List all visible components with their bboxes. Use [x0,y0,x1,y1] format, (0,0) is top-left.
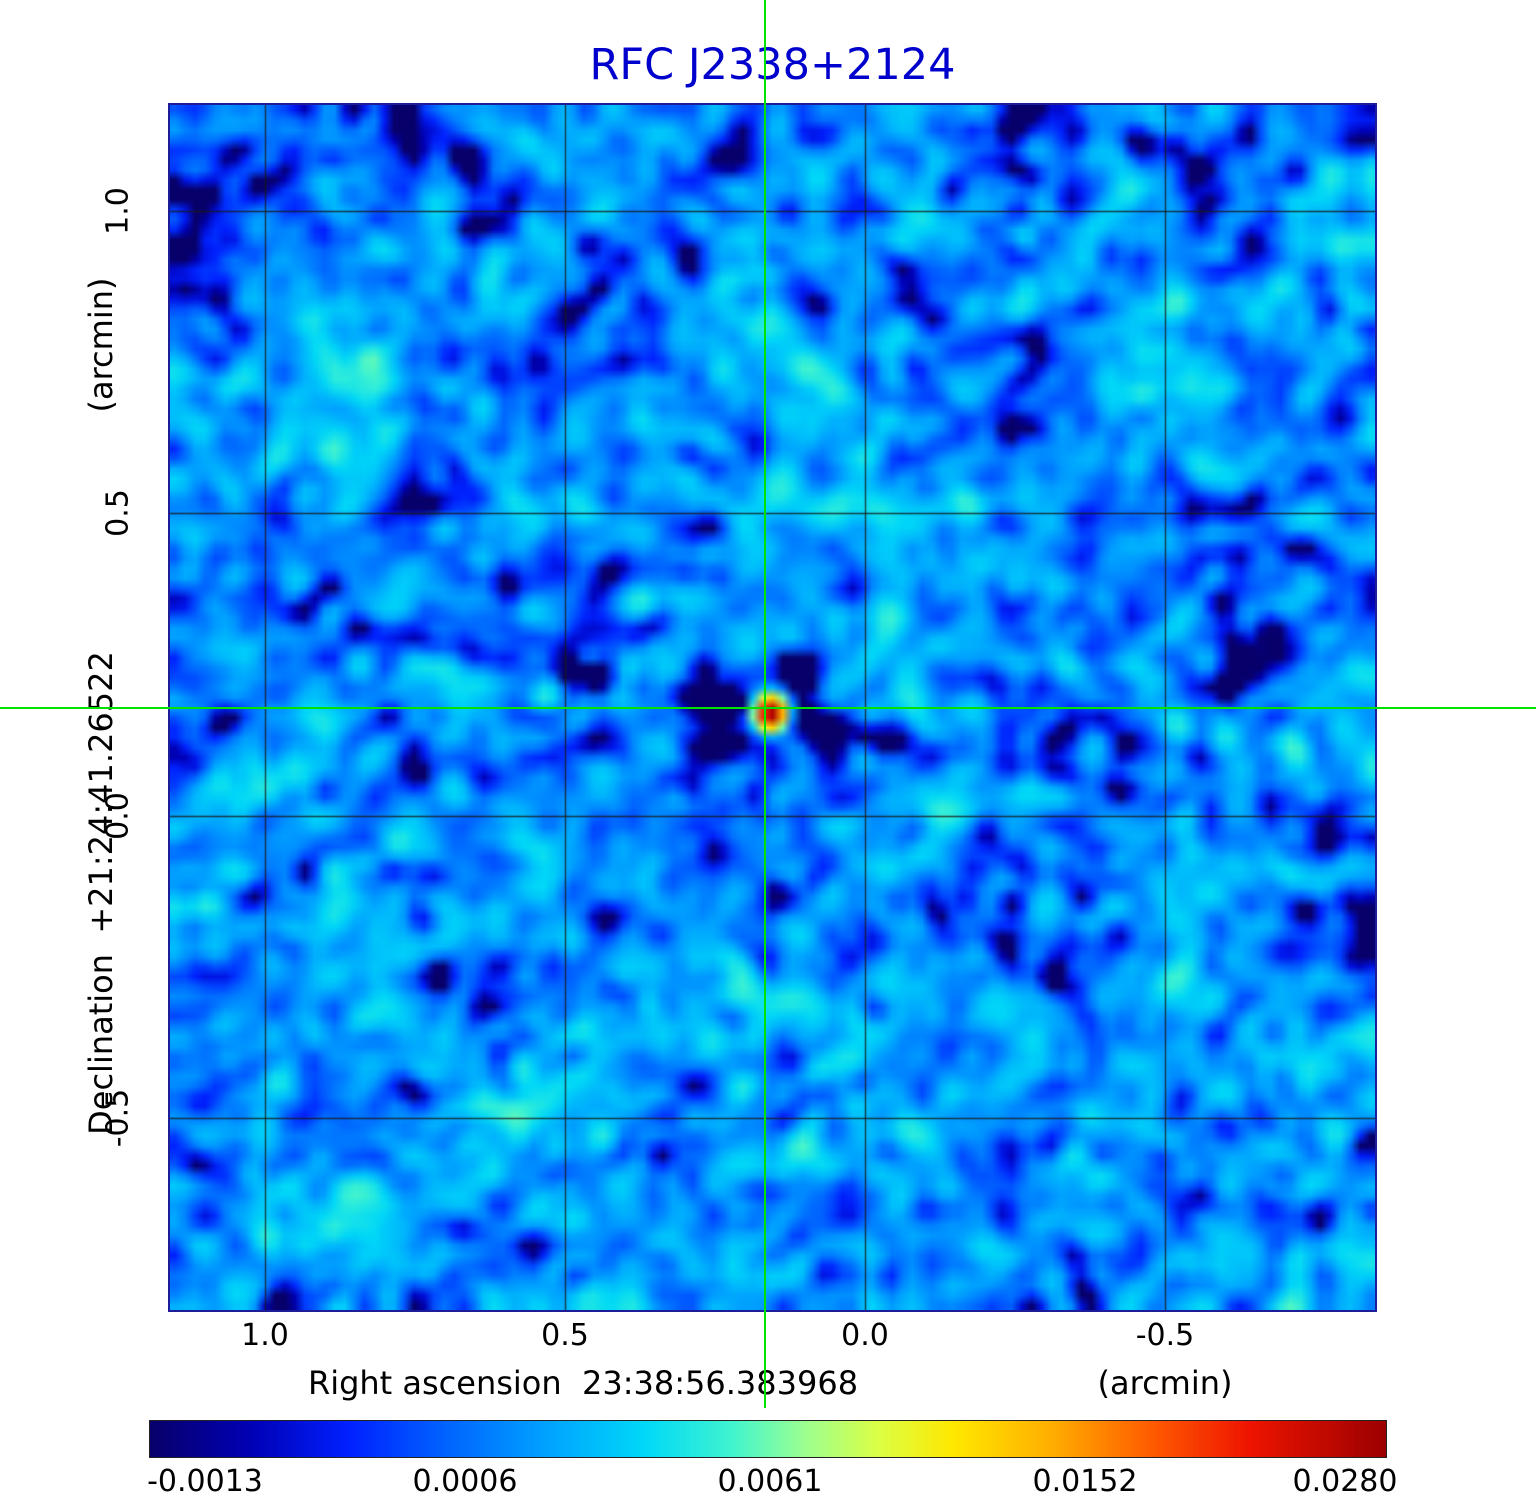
x-axis-title: Right ascension 23:38:56.383968 [307,1364,859,1402]
x-tick-0: 1.0 [241,1318,289,1353]
crosshair-horizontal-line [0,707,1536,710]
colorbar-tick-0: -0.0013 [147,1464,263,1499]
x-tick-1: 0.5 [541,1318,589,1353]
x-axis-unit: (arcmin) [1097,1364,1233,1402]
figure-title: RFC J2338+2124 [589,40,956,90]
colorbar-frame [149,1420,1387,1458]
x-tick-3: -0.5 [1135,1318,1195,1353]
y-axis-unit: (arcmin) [82,277,120,413]
colorbar-tick-2: 0.0061 [717,1464,823,1499]
colorbar-tick-3: 0.0152 [1032,1464,1138,1499]
crosshair-vertical-line [764,0,767,1408]
colorbar-tick-1: 0.0006 [412,1464,518,1499]
y-tick-1: 0.5 [100,489,136,537]
colorbar-canvas [150,1421,1386,1457]
y-axis-title: Declination +21:24:41.26522 [82,651,120,1135]
colorbar-tick-4: 0.0280 [1292,1464,1398,1499]
x-tick-2: 0.0 [841,1318,889,1353]
y-tick-0: 1.0 [100,187,136,235]
